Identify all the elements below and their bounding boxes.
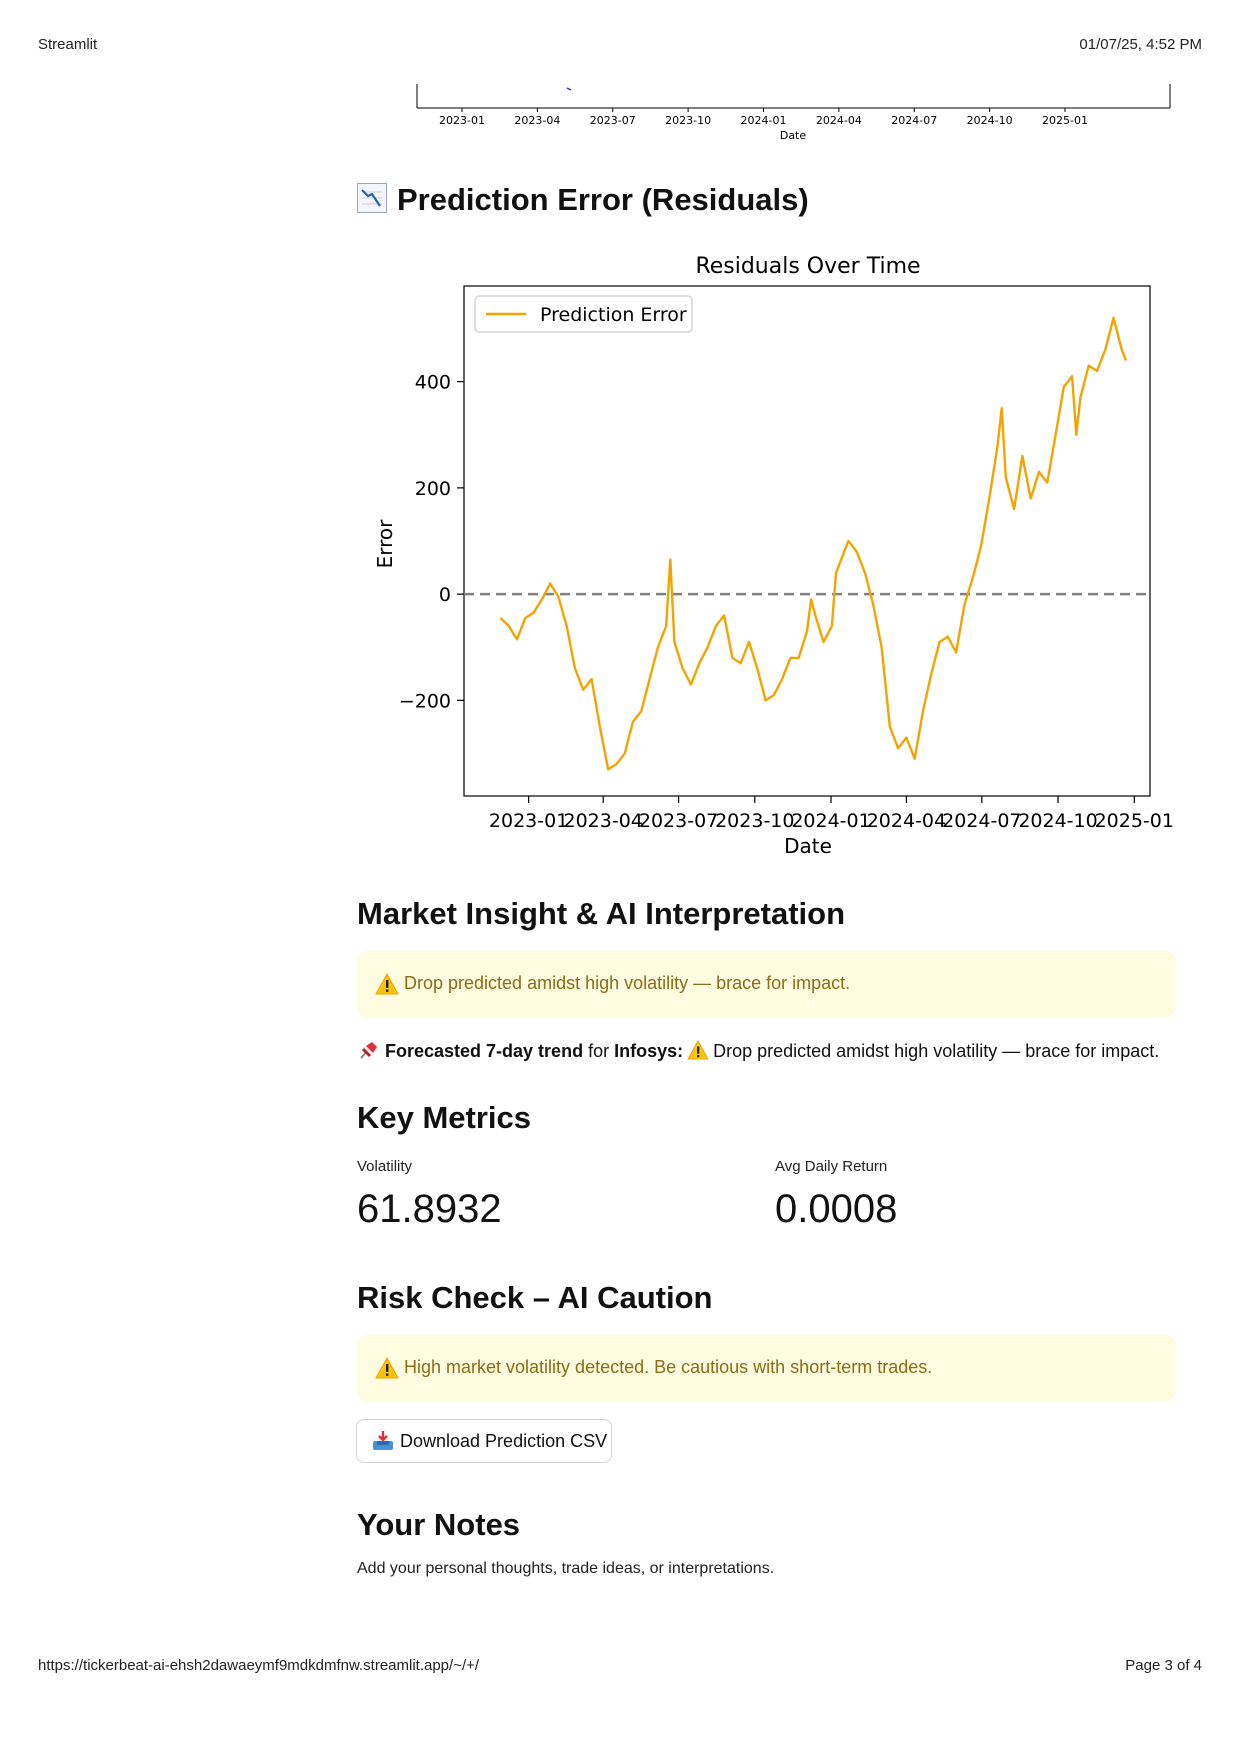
warning-icon (687, 1040, 709, 1060)
print-url: https://tickerbeat-ai-ehsh2dawaeymf9mdkd… (38, 1657, 480, 1674)
print-timestamp: 01/07/25, 4:52 PM (1079, 36, 1202, 53)
warning-icon (375, 973, 399, 995)
risk-alert: High market volatility detected. Be caut… (357, 1335, 1176, 1401)
print-app-title: Streamlit (38, 36, 98, 53)
print-footer: https://tickerbeat-ai-ehsh2dawaeymf9mdkd… (38, 1657, 1202, 1677)
y-axis-label: Error (373, 519, 397, 569)
x-tick-label: 2024-01 (791, 810, 870, 832)
previous-chart-xtick-label: 2025-01 (1042, 114, 1088, 127)
x-tick-label: 2023-01 (489, 810, 568, 832)
notes-heading: Your Notes (357, 1507, 521, 1542)
insight-alert-text: Drop predicted amidst high volatility — … (404, 973, 851, 993)
x-axis-label: Date (784, 834, 832, 858)
trend-text: Drop predicted amidst high volatility — … (713, 1041, 1160, 1061)
trend-ticker: Infosys: (614, 1041, 684, 1061)
previous-chart-xtick-label: 2023-04 (514, 114, 560, 127)
previous-chart-tail: 2023-01 2023-04 2023-07 2023-10 2024-01 2024-… (416, 84, 1171, 142)
previous-chart-xtick-label: 2023-01 (439, 114, 485, 127)
trend-for: for (583, 1041, 615, 1061)
download-csv-button[interactable]: Download Prediction CSV (356, 1419, 612, 1463)
y-tick-label: 200 (415, 478, 451, 500)
y-tick-label: 0 (439, 584, 451, 606)
residuals-heading-text: Prediction Error (Residuals) (397, 182, 809, 217)
metric-avg-return-value: 0.0008 (775, 1187, 898, 1231)
previous-chart-line-fragment (566, 87, 572, 91)
forecast-trend-line: Forecasted 7-day trend for Infosys: Drop … (357, 1040, 1159, 1062)
inbox-tray-icon (373, 1431, 393, 1450)
y-tick-label: 400 (415, 372, 451, 394)
download-csv-label: Download Prediction CSV (400, 1431, 608, 1451)
x-tick-label: 2024-07 (942, 810, 1021, 832)
metric-avg-return-label: Avg Daily Return (775, 1158, 888, 1175)
previous-chart-xtick-label: 2023-10 (665, 114, 711, 127)
x-tick-label: 2024-10 (1018, 810, 1097, 832)
metric-volatility-value: 61.8932 (357, 1187, 502, 1231)
x-tick-label: 2023-04 (563, 810, 642, 832)
print-header: Streamlit 01/07/25, 4:52 PM (38, 36, 1202, 56)
insight-alert: Drop predicted amidst high volatility — … (357, 951, 1176, 1017)
notes-caption: Add your personal thoughts, trade ideas,… (357, 1560, 775, 1577)
x-tick-label: 2023-10 (715, 810, 794, 832)
metric-volatility: Volatility 61.8932 (357, 1158, 502, 1232)
print-page-number: Page 3 of 4 (1125, 1657, 1202, 1674)
residuals-heading: Prediction Error (Residuals) (357, 182, 809, 218)
x-tick-label: 2024-04 (867, 810, 946, 832)
chart-legend: Prediction Error (474, 295, 693, 333)
metrics-heading: Key Metrics (357, 1100, 532, 1135)
trend-prefix: Forecasted 7-day trend (385, 1041, 584, 1061)
metric-volatility-label: Volatility (357, 1158, 413, 1175)
y-tick-label: −200 (399, 690, 451, 712)
risk-heading: Risk Check – AI Caution (357, 1280, 713, 1315)
previous-chart-xlabel: Date (780, 129, 807, 142)
previous-chart-xtick-label: 2024-01 (741, 114, 787, 127)
legend-label: Prediction Error (540, 304, 687, 326)
previous-chart-xtick-label: 2024-07 (891, 114, 937, 127)
previous-chart-xtick-label: 2023-07 (590, 114, 636, 127)
metric-avg-daily-return: Avg Daily Return 0.0008 (775, 1158, 897, 1232)
x-tick-label: 2025-01 (1095, 810, 1174, 832)
chart-title: Residuals Over Time (695, 254, 920, 279)
plot-frame (463, 285, 1151, 797)
previous-chart-xtick-label: 2024-10 (967, 114, 1013, 127)
risk-alert-text: High market volatility detected. Be caut… (404, 1357, 933, 1377)
chart-decreasing-icon (357, 183, 387, 213)
pushpin-icon (360, 1042, 377, 1059)
previous-chart-xtick-label: 2024-04 (816, 114, 862, 127)
warning-icon (375, 1357, 399, 1379)
insight-heading: Market Insight & AI Interpretation (357, 896, 846, 931)
series-line-prediction-error (499, 316, 1128, 771)
x-tick-label: 2023-07 (639, 810, 718, 832)
